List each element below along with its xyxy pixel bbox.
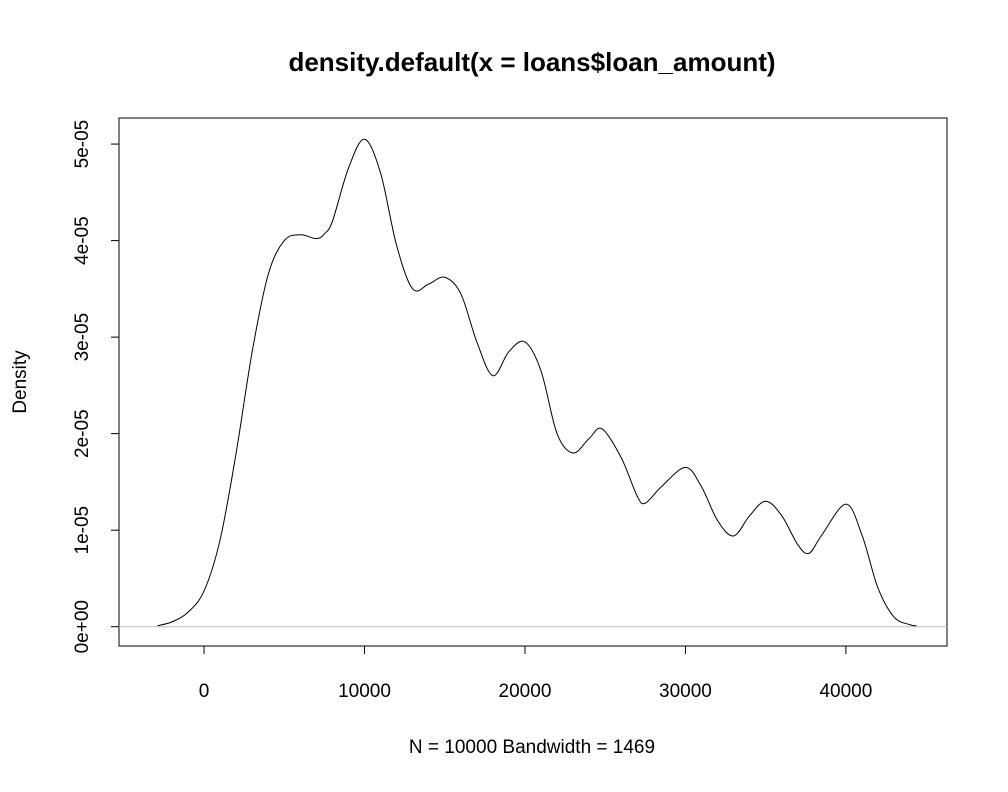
x-axis: 0 10000 20000 30000 40000: [199, 645, 872, 702]
y-tick-label: 0e+00: [72, 600, 93, 653]
y-axis-label: Density: [10, 350, 31, 414]
x-tick-label: 20000: [499, 681, 552, 702]
plot-frame: [118, 117, 948, 647]
y-tick-label: 1e-05: [72, 506, 93, 555]
x-tick-label: 10000: [338, 681, 391, 702]
y-axis: 0e+00 1e-05 2e-05 3e-05 4e-05 5e-05: [72, 120, 120, 653]
y-tick-label: 2e-05: [72, 409, 93, 458]
y-tick-label: 3e-05: [72, 313, 93, 362]
chart-title: density.default(x = loans$loan_amount): [288, 47, 775, 77]
x-tick-label: 0: [199, 681, 210, 702]
x-tick-label: 30000: [659, 681, 712, 702]
x-tick-label: 40000: [819, 681, 872, 702]
y-tick-label: 5e-05: [72, 120, 93, 169]
y-tick-label: 4e-05: [72, 216, 93, 265]
x-axis-label: N = 10000 Bandwidth = 1469: [409, 737, 655, 758]
density-curve: [157, 138, 917, 627]
